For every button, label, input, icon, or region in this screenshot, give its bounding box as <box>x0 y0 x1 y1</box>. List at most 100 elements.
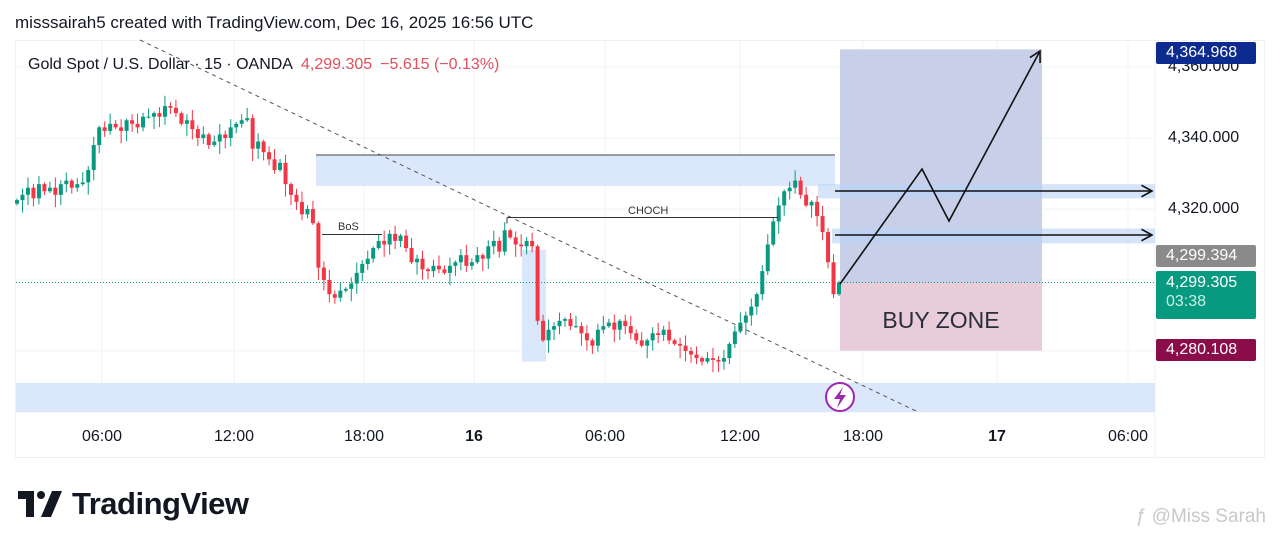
candle-down <box>519 244 524 247</box>
candle-up <box>771 221 776 245</box>
tradingview-logo-text: TradingView <box>72 486 249 521</box>
candle-down <box>102 127 107 131</box>
candle-down <box>409 248 414 263</box>
candle-up <box>58 184 63 195</box>
candle-up <box>617 320 622 330</box>
candle-up <box>36 184 41 199</box>
tradingview-logo-icon <box>18 491 62 517</box>
candle-down <box>404 235 409 249</box>
candle-up <box>453 262 458 266</box>
candle-up <box>754 294 759 307</box>
candle-up <box>749 306 754 316</box>
candle-up <box>661 329 666 336</box>
candle-down <box>31 187 36 199</box>
time-tick-day: 16 <box>465 428 483 445</box>
symbol-legend[interactable]: Gold Spot / U.S. Dollar · 15 · OANDA 4,29… <box>28 56 499 74</box>
candle-down <box>310 209 315 224</box>
candle-up <box>184 120 189 124</box>
candle-up <box>86 169 91 183</box>
stop-price-badge: 4,280.108 <box>1156 339 1256 361</box>
candle-up <box>502 230 507 252</box>
candle-up <box>563 319 567 321</box>
candle-down <box>590 340 595 346</box>
target-arrow-2-head <box>1141 228 1154 242</box>
last-price: 4,299.305 <box>1166 274 1238 291</box>
candle-down <box>69 180 74 188</box>
candle-up <box>217 134 222 142</box>
candle-up <box>376 240 381 249</box>
buy-zone-label: BUY ZONE <box>882 307 1000 333</box>
candle-up <box>601 326 606 330</box>
candle-up <box>15 200 19 204</box>
candle-up <box>64 180 69 185</box>
candle-down <box>689 351 694 355</box>
candle-down <box>250 118 255 149</box>
candle-up <box>458 255 463 263</box>
candle-down <box>628 326 633 334</box>
target-arrow-1-head <box>1141 184 1154 198</box>
legend-price: 4,299.305 <box>300 56 373 73</box>
target-price-badge: 4,364.968 <box>1156 42 1256 64</box>
candle-up <box>349 283 354 289</box>
candle-down <box>513 237 518 245</box>
candle-down <box>694 354 699 359</box>
supply-zone <box>316 155 835 186</box>
candle-up <box>765 244 770 272</box>
candle-up <box>743 315 748 323</box>
candle-down <box>316 223 321 268</box>
last-price-badge: 4,299.305 03:38 <box>1156 271 1256 319</box>
chart-credit: misssairah5 created with TradingView.com… <box>15 13 534 32</box>
candle-up <box>97 127 102 146</box>
candle-down <box>168 106 173 108</box>
candle-down <box>541 320 546 341</box>
candle-down <box>639 340 644 346</box>
candle-up <box>91 145 96 170</box>
tradingview-logo[interactable]: TradingView <box>18 486 249 522</box>
candle-down <box>716 359 721 362</box>
lightning-icon <box>834 387 846 408</box>
candle-up <box>809 201 814 206</box>
candle-up <box>573 326 578 328</box>
candle-up <box>552 326 557 330</box>
candle-down <box>289 184 293 195</box>
candle-down <box>634 333 639 341</box>
candle-down <box>464 255 469 266</box>
candle-up <box>245 118 250 121</box>
candle-down <box>804 194 809 206</box>
candle-up <box>557 320 562 327</box>
candle-down <box>508 230 513 238</box>
candle-down <box>113 123 118 128</box>
candle-down <box>382 240 387 245</box>
price-tick: 4,320.000 <box>1168 200 1240 217</box>
candle-down <box>820 216 825 233</box>
projection-arrow <box>839 50 1041 285</box>
candle-up <box>595 329 600 346</box>
buy-zone <box>840 282 1042 351</box>
candle-up <box>793 180 798 188</box>
candle-down <box>579 326 584 334</box>
time-tick: 06:00 <box>1107 428 1149 445</box>
candle-up <box>146 116 151 118</box>
candle-down <box>190 120 195 130</box>
candle-down <box>436 265 441 270</box>
candle-up <box>650 333 655 341</box>
candle-up <box>108 123 113 131</box>
candle-up <box>47 187 52 192</box>
time-tick: 12:00 <box>719 428 761 445</box>
drawings-foreground <box>139 39 1154 413</box>
candle-down <box>157 113 162 117</box>
candle-up <box>491 240 496 247</box>
candle-up <box>645 340 650 346</box>
time-tick-day: 17 <box>988 428 1006 445</box>
candle-up <box>387 233 392 245</box>
candle-down <box>267 152 272 160</box>
candle-down <box>332 294 337 298</box>
candle-up <box>606 322 611 327</box>
candle-up <box>75 184 80 188</box>
candle-up <box>415 258 420 263</box>
candle-down <box>700 358 704 362</box>
candles <box>15 95 841 373</box>
projection-arrow-head <box>1029 49 1041 64</box>
candle-up <box>80 182 85 185</box>
